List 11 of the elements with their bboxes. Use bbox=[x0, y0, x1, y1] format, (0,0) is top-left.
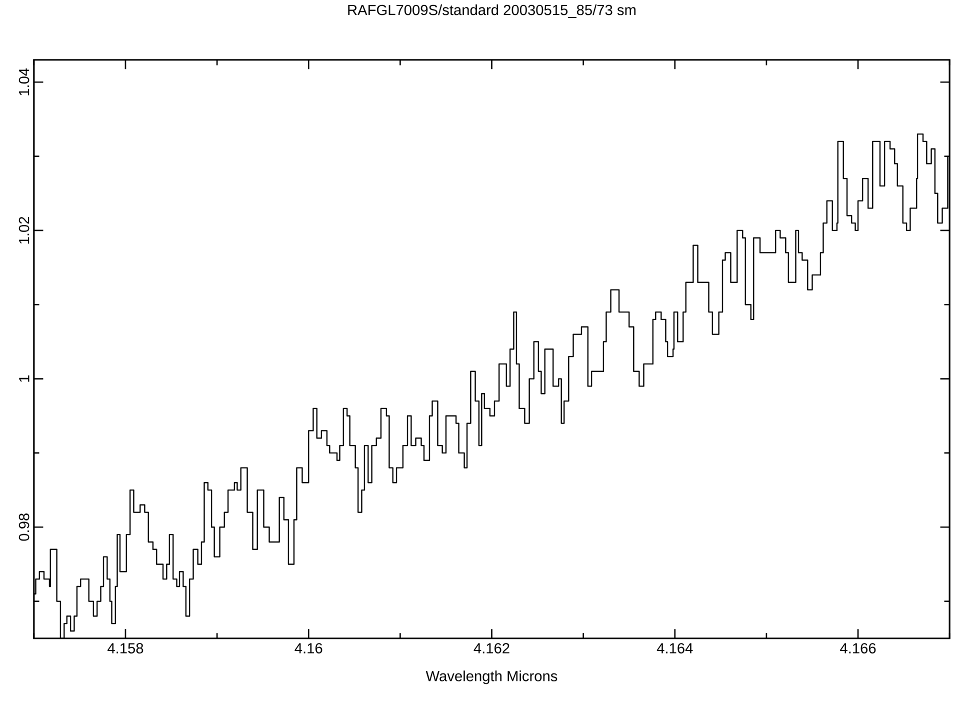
x-tick-label: 4.16 bbox=[294, 642, 322, 654]
y-tick-label: 1 bbox=[19, 375, 30, 382]
x-axis-title: Wavelength Microns bbox=[426, 670, 558, 684]
x-tick-label: 4.164 bbox=[656, 642, 693, 654]
x-tick-label: 4.158 bbox=[108, 642, 144, 654]
x-tick-label: 4.162 bbox=[474, 642, 510, 654]
y-tick-label: 1.02 bbox=[18, 216, 30, 244]
chart-title: RAFGL7009S/standard 20030515_85/73 sm bbox=[348, 4, 636, 18]
y-tick-label: 0.98 bbox=[18, 513, 30, 541]
y-tick-label: 1.04 bbox=[18, 68, 30, 96]
x-tick-label: 4.166 bbox=[840, 642, 876, 654]
